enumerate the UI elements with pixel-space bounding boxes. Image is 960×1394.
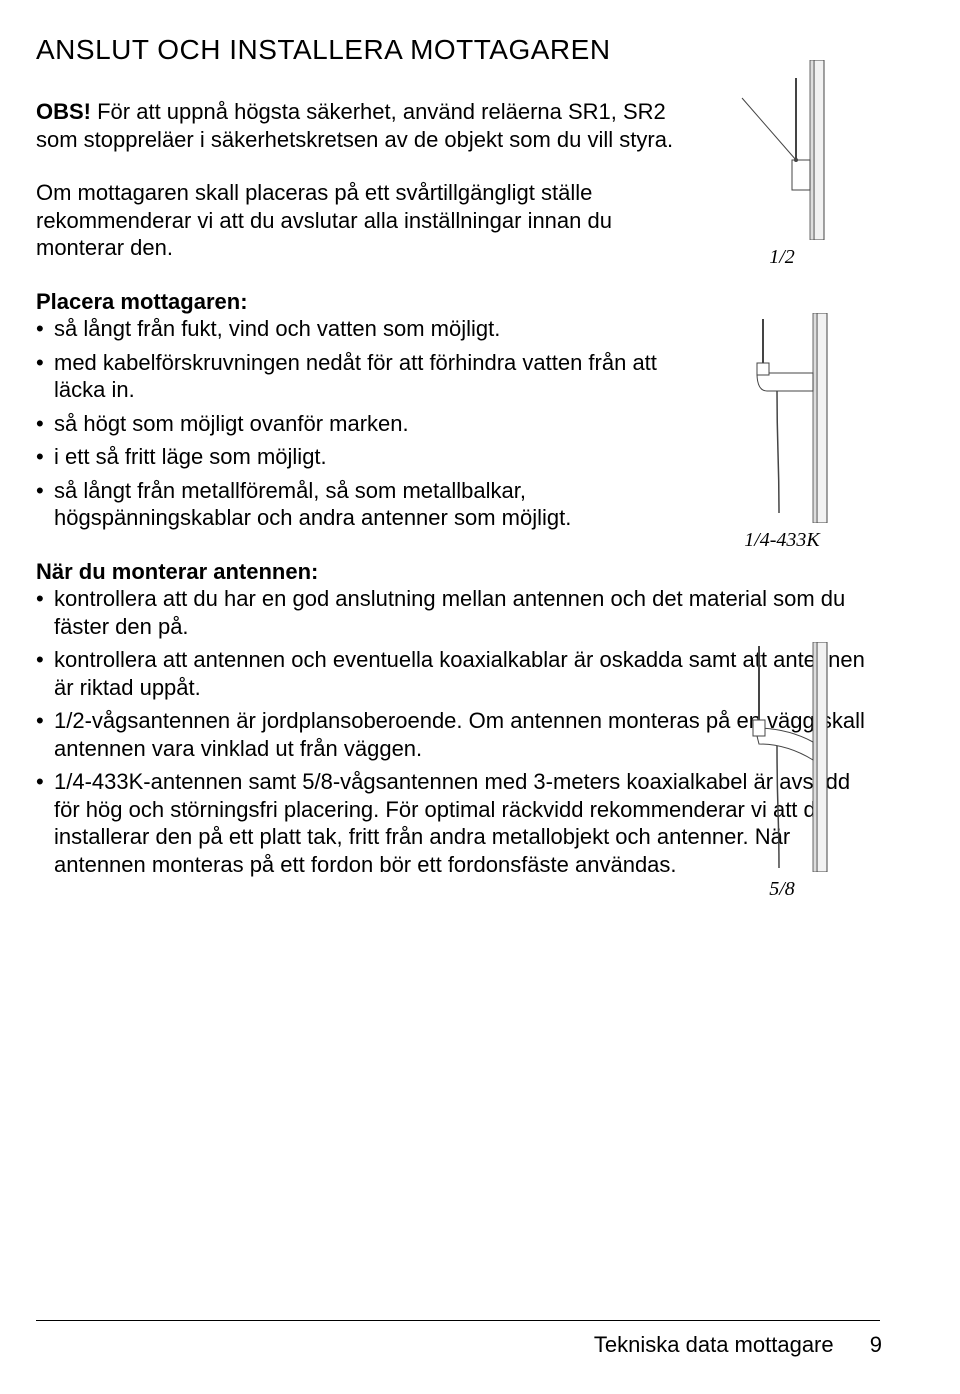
antenna-1-2-icon [722, 60, 842, 240]
list-item: så högt som möjligt ovanför marken. [36, 410, 676, 438]
figure-3-wrap: 5/8 [682, 642, 882, 901]
page-footer: Tekniska data mottagare 9 [594, 1332, 882, 1358]
figure-column: 1/2 1/4-433K 5/8 [682, 60, 882, 901]
figure-2-wrap: 1/4-433K [682, 313, 882, 552]
obs-label: OBS! [36, 99, 91, 124]
footer-page-number: 9 [870, 1332, 882, 1357]
footer-rule [36, 1320, 880, 1321]
list-item: så långt från fukt, vind och vatten som … [36, 315, 676, 343]
figure-1-label: 1/2 [682, 246, 882, 269]
figure-3-label: 5/8 [682, 878, 882, 901]
list-item: med kabelförskruvningen nedåt för att fö… [36, 349, 676, 404]
list-item: så långt från metallföremål, så som meta… [36, 477, 676, 532]
section-placera-list: så långt från fukt, vind och vatten som … [36, 315, 676, 532]
list-item: i ett så fritt läge som möjligt. [36, 443, 676, 471]
obs-body: För att uppnå högsta säkerhet, använd re… [36, 99, 673, 152]
placement-note: Om mottagaren skall placeras på ett svår… [36, 179, 676, 262]
section-antenn-head: När du monterar antennen: [36, 558, 676, 586]
footer-section: Tekniska data mottagare [594, 1332, 834, 1357]
obs-paragraph: OBS! För att uppnå högsta säkerhet, anvä… [36, 98, 676, 153]
figure-2-label: 1/4-433K [682, 529, 882, 552]
page-title: ANSLUT OCH INSTALLERA MOTTAGAREN [36, 34, 676, 66]
figure-1-wrap: 1/2 [682, 60, 882, 269]
main-column: ANSLUT OCH INSTALLERA MOTTAGAREN OBS! Fö… [36, 34, 676, 904]
antenna-1-4-433k-icon [717, 313, 847, 523]
section-placera-head: Placera mottagaren: [36, 288, 676, 316]
antenna-5-8-icon [717, 642, 847, 872]
